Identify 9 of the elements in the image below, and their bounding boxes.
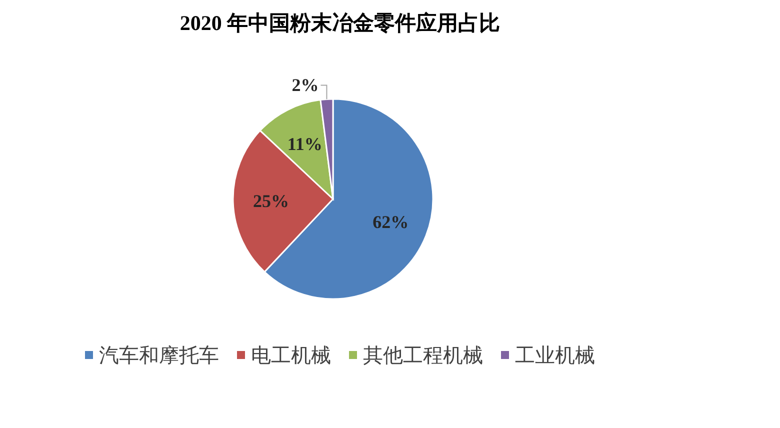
- legend-label: 汽车和摩托车: [99, 343, 219, 367]
- data-label: 62%: [372, 212, 409, 232]
- legend-label: 其他工程机械: [363, 343, 483, 367]
- legend-label: 工业机械: [515, 343, 595, 367]
- legend-label: 电工机械: [251, 343, 331, 367]
- data-label: 25%: [253, 190, 290, 211]
- data-label: 11%: [287, 134, 322, 154]
- chart-title: 2020 年中国粉末冶金零件应用占比: [180, 11, 500, 35]
- data-label: 2%: [292, 75, 319, 96]
